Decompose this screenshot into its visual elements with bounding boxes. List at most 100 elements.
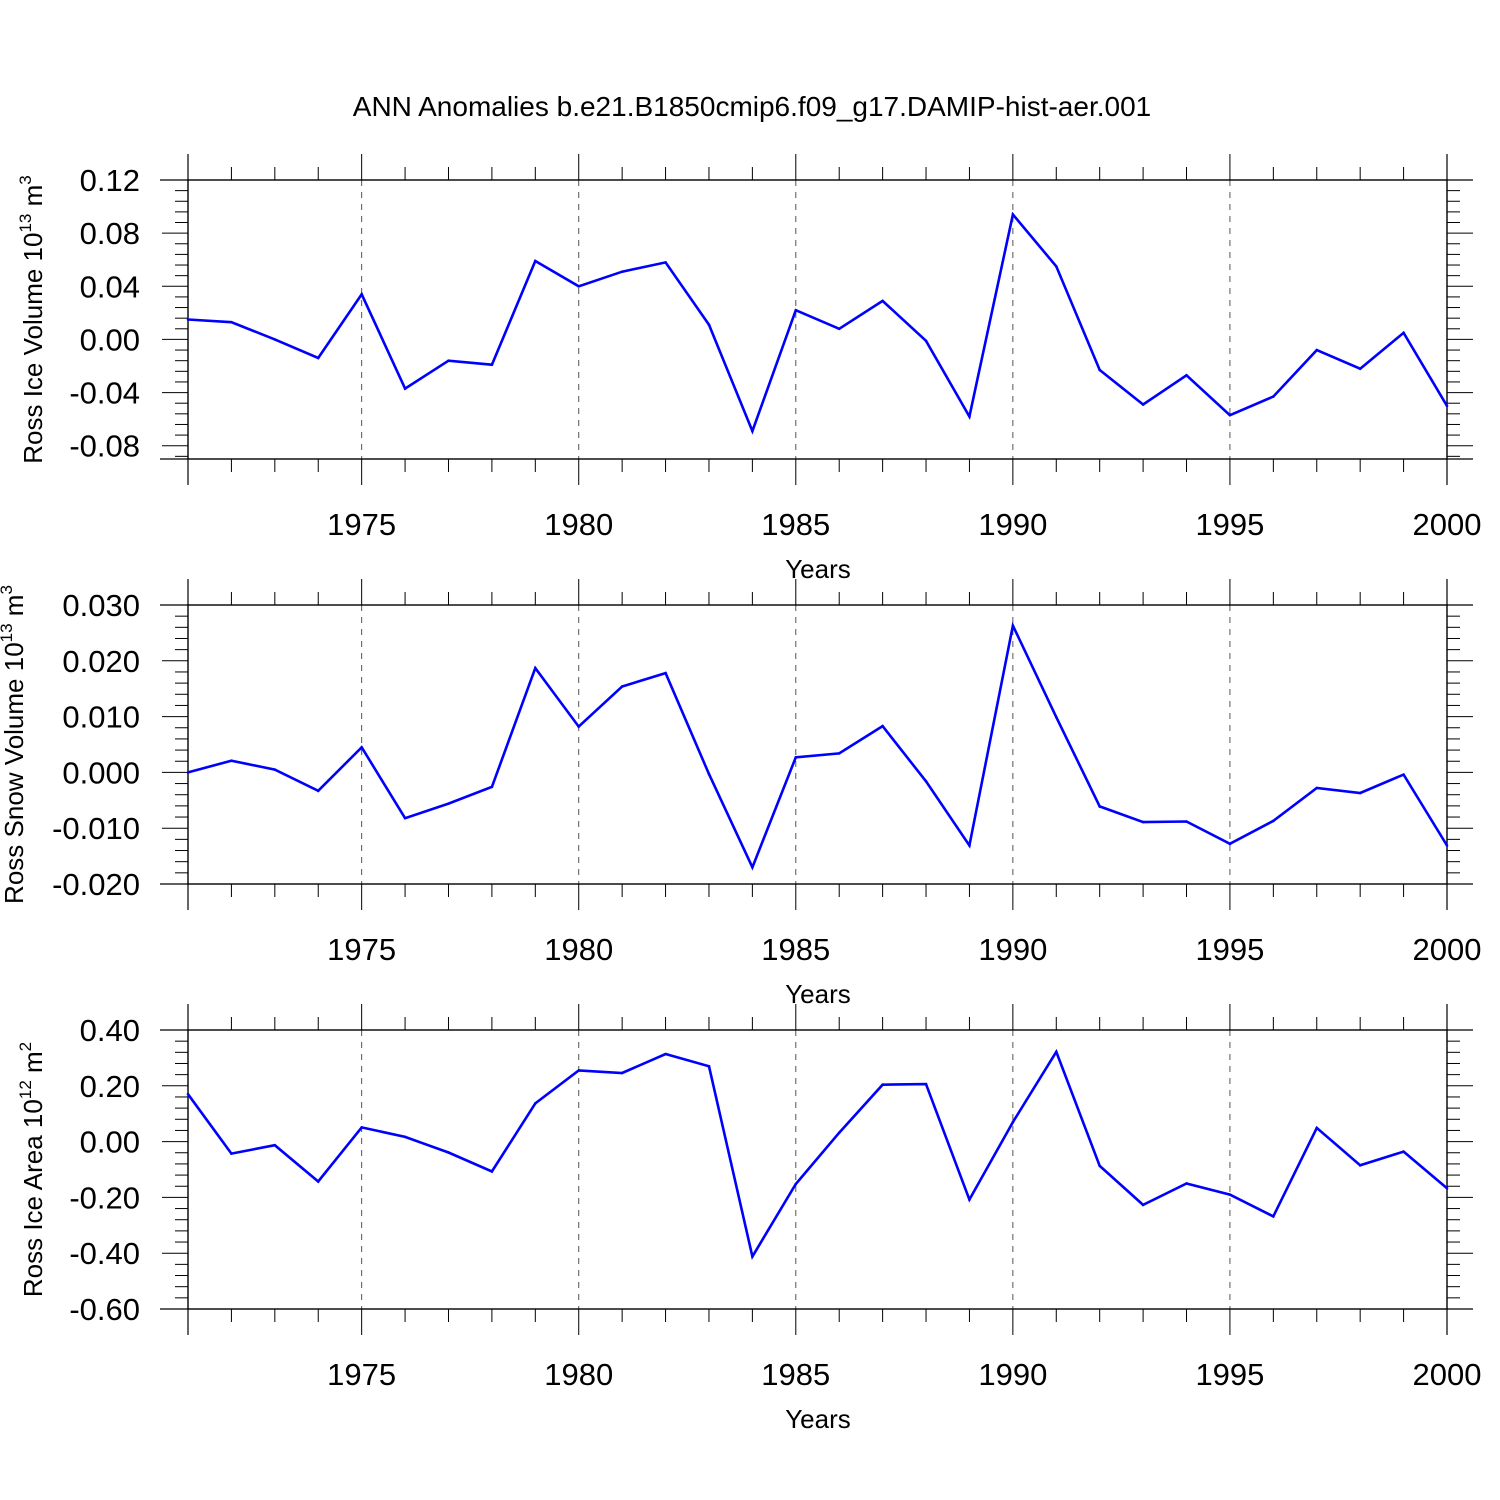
data-point: [186, 1092, 190, 1096]
y-tick-label: 0.20: [80, 1069, 140, 1104]
data-point: [794, 308, 798, 312]
data-point: [751, 865, 754, 869]
data-point: [1054, 1050, 1058, 1054]
data-point: [924, 780, 928, 783]
data-point: [1272, 395, 1275, 398]
x-tick-label: 1995: [1195, 507, 1264, 542]
data-point: [664, 671, 667, 675]
data-point: [1315, 786, 1319, 790]
y-axis-title: Ross Snow Volume 1013 m3: [0, 585, 29, 904]
data-point: [1185, 820, 1188, 823]
data-point: [707, 323, 711, 327]
x-tick-label: 2000: [1413, 507, 1482, 542]
data-point: [1098, 805, 1101, 808]
data-point: [447, 1151, 450, 1154]
x-tick-label: 1995: [1195, 1357, 1264, 1392]
data-point: [1402, 331, 1405, 335]
data-point: [664, 261, 667, 264]
x-tick-label: 1990: [978, 507, 1047, 542]
data-point: [1228, 1193, 1232, 1196]
data-point: [968, 1198, 971, 1201]
data-point: [273, 338, 277, 341]
data-point: [1054, 265, 1058, 268]
data-point: [447, 359, 450, 362]
data-point: [534, 259, 537, 263]
x-tick-label: 1995: [1195, 932, 1264, 967]
data-point: [968, 844, 971, 847]
x-tick-label: 1975: [327, 507, 396, 542]
y-axis-title-part: Ross Ice Area 10: [18, 1099, 48, 1297]
data-point: [707, 772, 711, 776]
y-axis-title-superscript: 3: [0, 585, 16, 594]
data-point: [837, 327, 841, 331]
x-tick-label: 1975: [327, 1357, 396, 1392]
data-point: [620, 685, 624, 688]
data-point: [186, 318, 190, 321]
plot-frame: [187, 1029, 1448, 1310]
y-axis-title-part: m: [0, 595, 29, 624]
y-tick-label: 0.000: [62, 755, 140, 790]
series-line: [186, 1048, 1448, 1260]
y-axis-title-part: m: [18, 1051, 48, 1080]
x-tick-label: 1985: [761, 932, 830, 967]
x-axis-title: Years: [785, 554, 851, 584]
x-axis-title: Years: [785, 979, 851, 1009]
series-line: [187, 621, 1449, 871]
y-tick-label: -0.20: [69, 1180, 140, 1215]
data-point: [1141, 403, 1145, 406]
chart-panel-2: -0.020 -0.010 0.000 0.010 0.020 0.030 1975 1980…: [0, 579, 1481, 1009]
y-tick-label: 0.00: [80, 322, 140, 357]
data-point: [1011, 213, 1015, 216]
data-point: [794, 1182, 798, 1186]
data-point: [751, 429, 754, 433]
data-point: [1358, 1164, 1362, 1167]
y-axis-title: Ross Ice Area 1012 m2: [16, 1042, 48, 1297]
y-axis-title-superscript: 13: [16, 214, 35, 233]
y-axis-title-part: Ross Snow Volume 10: [0, 642, 29, 904]
data-point: [230, 759, 233, 762]
data-point: [1141, 820, 1145, 824]
x-tick-label: 1980: [544, 1357, 613, 1392]
plot-frame: [187, 604, 1448, 885]
data-point: [1315, 348, 1319, 352]
data-point: [534, 666, 537, 670]
data-point: [794, 756, 798, 759]
data-point: [881, 299, 884, 303]
data-point: [273, 1143, 277, 1147]
data-point: [1445, 844, 1449, 847]
data-point: [1445, 404, 1449, 408]
x-axis-title: Years: [785, 1404, 851, 1434]
data-point: [1272, 819, 1275, 823]
data-point: [316, 356, 320, 360]
data-point: [447, 802, 450, 805]
y-tick-label: -0.40: [69, 1236, 140, 1271]
data-point: [1358, 791, 1362, 795]
data-point: [1315, 1126, 1319, 1130]
x-tick-label: 1990: [978, 932, 1047, 967]
y-axis-title-superscript: 12: [16, 1080, 35, 1099]
data-point: [1272, 1215, 1275, 1218]
data-point: [1098, 1164, 1101, 1168]
y-axis-title-superscript: 13: [0, 623, 16, 642]
data-point: [490, 1170, 494, 1173]
chart-title: ANN Anomalies b.e21.B1850cmip6.f09_g17.D…: [353, 91, 1151, 122]
data-point: [1358, 367, 1362, 370]
data-point: [1098, 368, 1101, 372]
data-point: [707, 1064, 711, 1068]
data-point: [577, 1069, 581, 1072]
x-tick-label: 2000: [1413, 1357, 1482, 1392]
data-point: [490, 363, 494, 366]
y-tick-label: 0.12: [80, 163, 140, 198]
data-point: [273, 768, 277, 771]
x-tick-label: 1975: [327, 932, 396, 967]
data-point: [403, 387, 407, 390]
data-point: [620, 1071, 624, 1075]
y-tick-label: -0.60: [69, 1292, 140, 1327]
data-point: [620, 270, 624, 273]
data-point: [924, 339, 928, 343]
y-tick-label: 0.40: [80, 1013, 140, 1048]
data-point: [924, 1082, 928, 1086]
data-point: [837, 752, 841, 755]
data-point: [490, 785, 494, 789]
data-point: [1445, 1186, 1449, 1190]
